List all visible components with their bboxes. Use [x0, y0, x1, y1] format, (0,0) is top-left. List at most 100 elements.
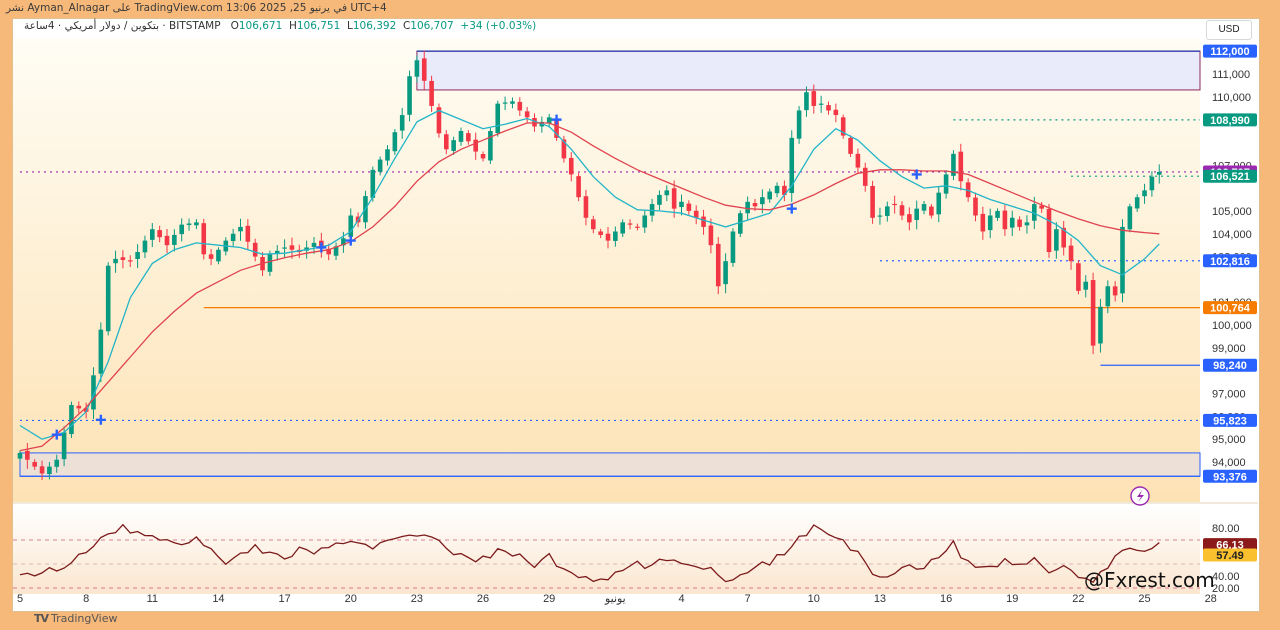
candle-body	[1134, 197, 1140, 209]
candle-body	[826, 105, 831, 111]
candle-body	[730, 231, 736, 263]
time-tick-label: 22	[1072, 593, 1084, 605]
candle-body	[194, 222, 199, 226]
candle-body	[958, 151, 964, 182]
time-tick-label: 19	[1006, 593, 1018, 605]
price-level-label-bg	[1203, 44, 1257, 58]
candle-body	[789, 137, 795, 193]
plus-marker-icon	[51, 429, 62, 440]
candle-body	[1098, 306, 1103, 344]
price-level-label: 102,816	[1210, 256, 1250, 268]
candle-body	[907, 214, 912, 223]
candle-body	[466, 133, 471, 142]
candle-body	[1009, 217, 1015, 228]
candle-body	[833, 109, 839, 116]
candle-body	[892, 203, 897, 206]
supply-demand-zone	[416, 50, 1201, 91]
candle-body	[627, 223, 633, 225]
supply-demand-zone	[19, 452, 1201, 477]
candle-body	[738, 213, 743, 234]
candle-body	[348, 215, 354, 237]
candle-body	[811, 91, 817, 106]
brand-name: TradingView	[51, 612, 118, 625]
candle-body	[701, 216, 706, 227]
candle-body	[605, 233, 611, 241]
candle-body	[1127, 206, 1133, 230]
candle-body	[774, 185, 780, 194]
candle-body	[1120, 226, 1125, 294]
candle-body	[377, 159, 383, 172]
candle-body	[54, 459, 60, 467]
candle-body	[1083, 281, 1089, 290]
candle-body	[502, 102, 508, 104]
plus-marker-icon	[786, 203, 797, 214]
plus-marker-icon	[95, 414, 106, 425]
time-tick-label: 5	[17, 593, 23, 605]
candle-body	[135, 252, 140, 260]
price-pane-background	[13, 38, 1200, 502]
candle-body	[451, 140, 456, 151]
candle-body	[613, 231, 618, 241]
candle-body	[157, 230, 162, 238]
candle-body	[1061, 227, 1066, 248]
candle-body	[311, 242, 317, 247]
time-tick-label: 25	[1138, 593, 1150, 605]
price-level-label-bg	[1203, 469, 1257, 483]
candle-body	[848, 137, 853, 154]
candle-body	[186, 223, 192, 226]
moving-average-line	[19, 122, 1160, 452]
price-level-label-bg	[1203, 413, 1257, 427]
candle-body	[767, 191, 772, 200]
candle-body	[429, 80, 434, 106]
plus-marker-icon	[345, 235, 356, 246]
candle-body	[568, 157, 574, 175]
lightning-icon[interactable]	[1130, 486, 1150, 506]
candle-body	[25, 450, 30, 460]
moving-average-line	[19, 109, 1160, 440]
candle-body	[899, 205, 905, 216]
candle-body	[804, 92, 809, 111]
price-level-label: 106,521	[1210, 171, 1250, 183]
close-value: 106,707	[410, 20, 454, 32]
candle-body	[760, 197, 765, 205]
candle-body	[671, 188, 677, 209]
candle-body	[914, 208, 919, 220]
candle-body	[142, 240, 148, 253]
candle-body	[179, 224, 184, 235]
candle-body	[1149, 176, 1155, 191]
price-level-label-bg	[1203, 358, 1257, 372]
price-tick-label: 104,000	[1212, 229, 1252, 241]
candle-body	[47, 466, 52, 475]
candle-body	[421, 58, 427, 81]
time-tick-label: يونيو	[604, 593, 626, 605]
candle-body	[326, 248, 331, 255]
candle-body	[583, 196, 589, 218]
candle-body	[1112, 286, 1118, 296]
candle-body	[642, 215, 648, 228]
candle-body	[546, 117, 552, 124]
time-tick-label: 29	[543, 593, 555, 605]
candle-body	[995, 210, 1000, 218]
candle-body	[458, 131, 464, 142]
time-tick-label: 14	[212, 593, 224, 605]
candle-body	[591, 219, 596, 230]
plus-marker-icon	[911, 169, 922, 180]
open-value: 106,671	[238, 20, 283, 32]
candle-body	[172, 234, 177, 245]
candle-body	[370, 169, 376, 198]
candle-body	[105, 265, 111, 332]
open-label: O	[230, 20, 239, 32]
currency-button[interactable]: USD	[1206, 20, 1252, 40]
candle-body	[796, 110, 802, 139]
candle-body	[885, 206, 890, 216]
candle-body	[392, 132, 398, 152]
candle-body	[120, 257, 126, 261]
candle-body	[399, 115, 405, 131]
candle-body	[333, 246, 339, 256]
candle-body	[1076, 263, 1081, 291]
candle-body	[554, 119, 559, 138]
candle-body	[17, 452, 23, 459]
time-tick-label: 7	[745, 593, 751, 605]
rsi-sma-label: 57.49	[1216, 550, 1244, 562]
